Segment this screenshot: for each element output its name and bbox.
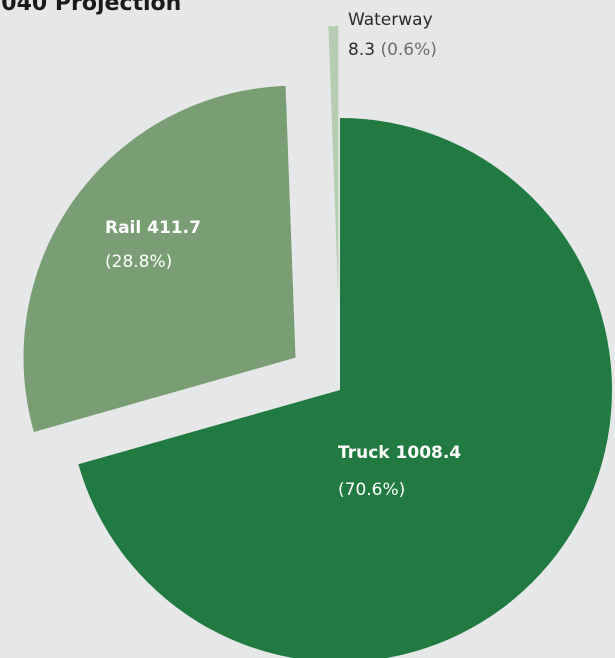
slice-name: Truck <box>338 443 390 463</box>
slice-value: 411.7 <box>147 218 201 238</box>
slice-value: 8.3 <box>348 40 375 60</box>
slice-name: Rail <box>105 218 141 238</box>
slice-percent: (28.8%) <box>105 252 172 272</box>
pie-slice <box>23 85 296 432</box>
pie-slice <box>328 26 339 299</box>
chart-title: 2040 Projection <box>0 0 181 16</box>
slice-value: 1008.4 <box>396 443 462 463</box>
slice-label: Truck 1008.4 <box>338 443 461 463</box>
slice-percent: 8.3 (0.6%) <box>348 40 437 60</box>
slice-percent: (70.6%) <box>338 480 405 500</box>
pie-slice <box>78 118 612 658</box>
slice-label: Rail 411.7 <box>105 218 201 238</box>
slice-name: Waterway <box>348 10 433 30</box>
slice-percent-text: (70.6%) <box>338 480 405 500</box>
slice-percent-text: (0.6%) <box>380 40 436 60</box>
slice-percent-text: (28.8%) <box>105 252 172 272</box>
slice-label: Waterway <box>348 10 433 30</box>
